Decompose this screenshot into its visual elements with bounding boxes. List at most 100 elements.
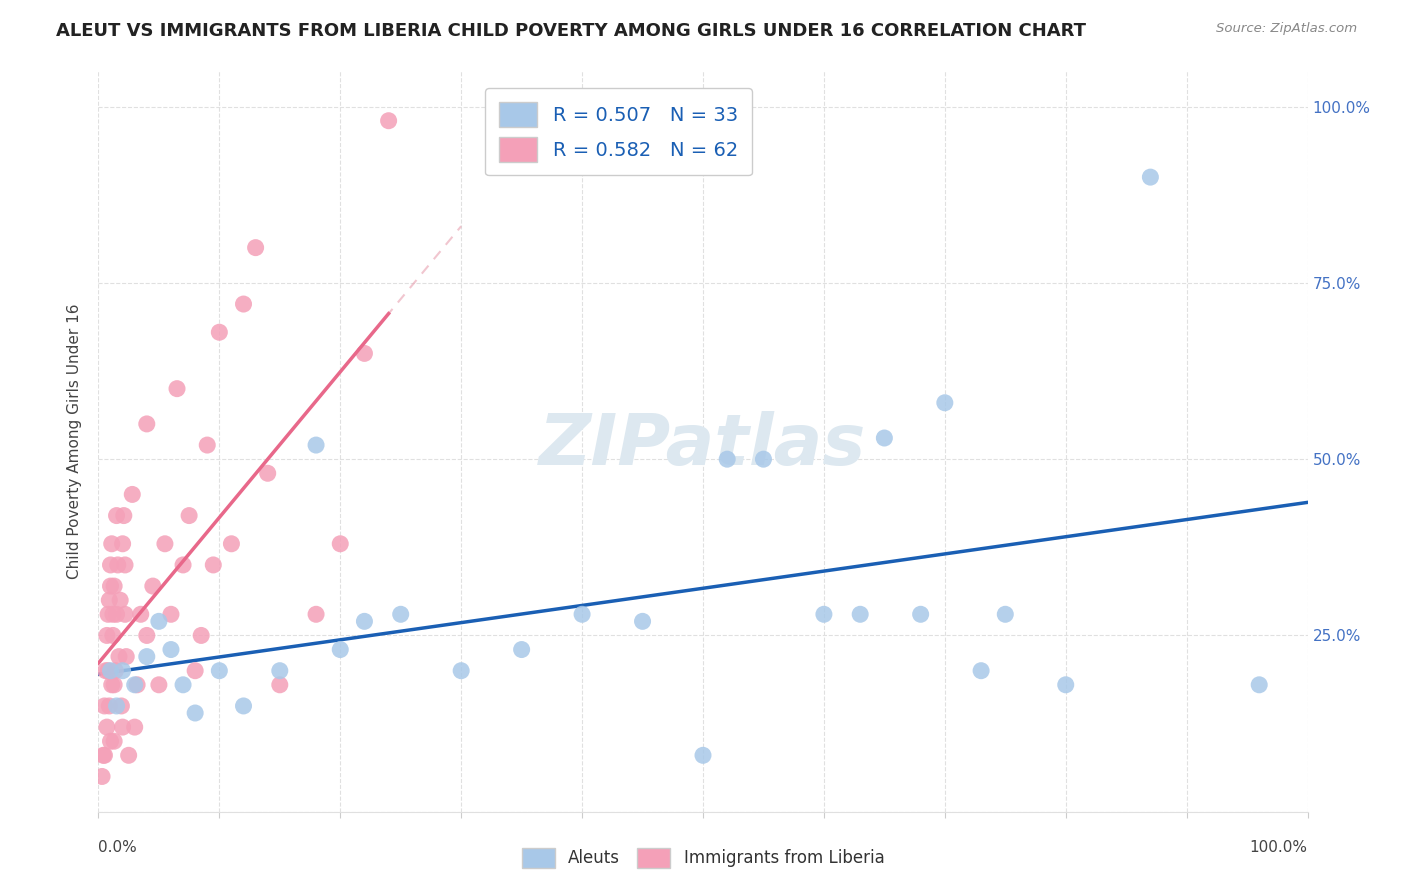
Point [114,558,136,572]
Text: ZIPatlas: ZIPatlas [540,410,866,480]
Point [202,558,225,572]
Point [148,615,170,629]
Point [934,396,956,410]
Point [631,615,654,629]
Point [100,664,122,678]
Point [450,664,472,678]
Point [849,607,872,622]
Point [98,698,121,713]
Point [97,607,120,622]
Text: ALEUT VS IMMIGRANTS FROM LIBERIA CHILD POVERTY AMONG GIRLS UNDER 16 CORRELATION : ALEUT VS IMMIGRANTS FROM LIBERIA CHILD P… [56,22,1087,40]
Point [118,748,141,763]
Point [970,664,993,678]
Point [124,720,146,734]
Point [172,678,194,692]
Point [208,325,231,339]
Point [98,593,121,607]
Point [160,607,183,622]
Text: Source: ZipAtlas.com: Source: ZipAtlas.com [1216,22,1357,36]
Point [232,297,254,311]
Point [353,346,375,360]
Point [873,431,896,445]
Point [103,579,125,593]
Point [105,698,128,713]
Point [100,558,122,572]
Point [813,607,835,622]
Point [93,698,115,713]
Point [184,706,207,720]
Point [1249,678,1271,692]
Point [245,241,267,255]
Point [101,607,124,622]
Point [91,748,114,763]
Text: 100.0%: 100.0% [1250,840,1308,855]
Point [153,537,176,551]
Point [108,649,131,664]
Point [329,537,352,551]
Point [96,628,118,642]
Point [100,678,122,692]
Point [93,748,115,763]
Point [232,698,254,713]
Point [111,537,134,551]
Point [108,593,131,607]
Point [256,467,278,481]
Point [389,607,412,622]
Point [101,628,124,642]
Point [100,537,122,551]
Point [104,664,127,678]
Point [94,664,117,678]
Point [105,607,128,622]
Point [269,664,291,678]
Point [97,664,120,678]
Point [195,438,218,452]
Point [96,720,118,734]
Point [179,508,201,523]
Point [111,664,134,678]
Point [716,452,738,467]
Point [142,579,165,593]
Point [135,417,157,431]
Point [510,642,533,657]
Point [305,607,328,622]
Point [129,607,152,622]
Point [305,438,328,452]
Point [172,558,194,572]
Point [208,664,231,678]
Point [124,678,146,692]
Point [269,678,291,692]
Point [752,452,775,467]
Point [166,382,188,396]
Point [1054,678,1077,692]
Point [377,113,399,128]
Point [190,628,212,642]
Point [910,607,932,622]
Point [184,664,207,678]
Point [1139,170,1161,185]
Point [100,579,122,593]
Point [329,642,352,657]
Point [115,649,138,664]
Point [114,607,136,622]
Point [103,678,125,692]
Point [148,678,170,692]
Point [135,628,157,642]
Y-axis label: Child Poverty Among Girls Under 16: Child Poverty Among Girls Under 16 [66,304,82,579]
Point [100,734,122,748]
Point [107,558,129,572]
Point [571,607,593,622]
Legend: R = 0.507   N = 33, R = 0.582   N = 62: R = 0.507 N = 33, R = 0.582 N = 62 [485,88,752,176]
Point [110,698,132,713]
Point [692,748,714,763]
Point [160,642,183,657]
Point [135,649,157,664]
Point [121,487,143,501]
Point [112,508,135,523]
Point [111,720,134,734]
Point [994,607,1017,622]
Point [103,734,125,748]
Point [91,769,114,783]
Point [105,508,128,523]
Point [353,615,375,629]
Point [221,537,243,551]
